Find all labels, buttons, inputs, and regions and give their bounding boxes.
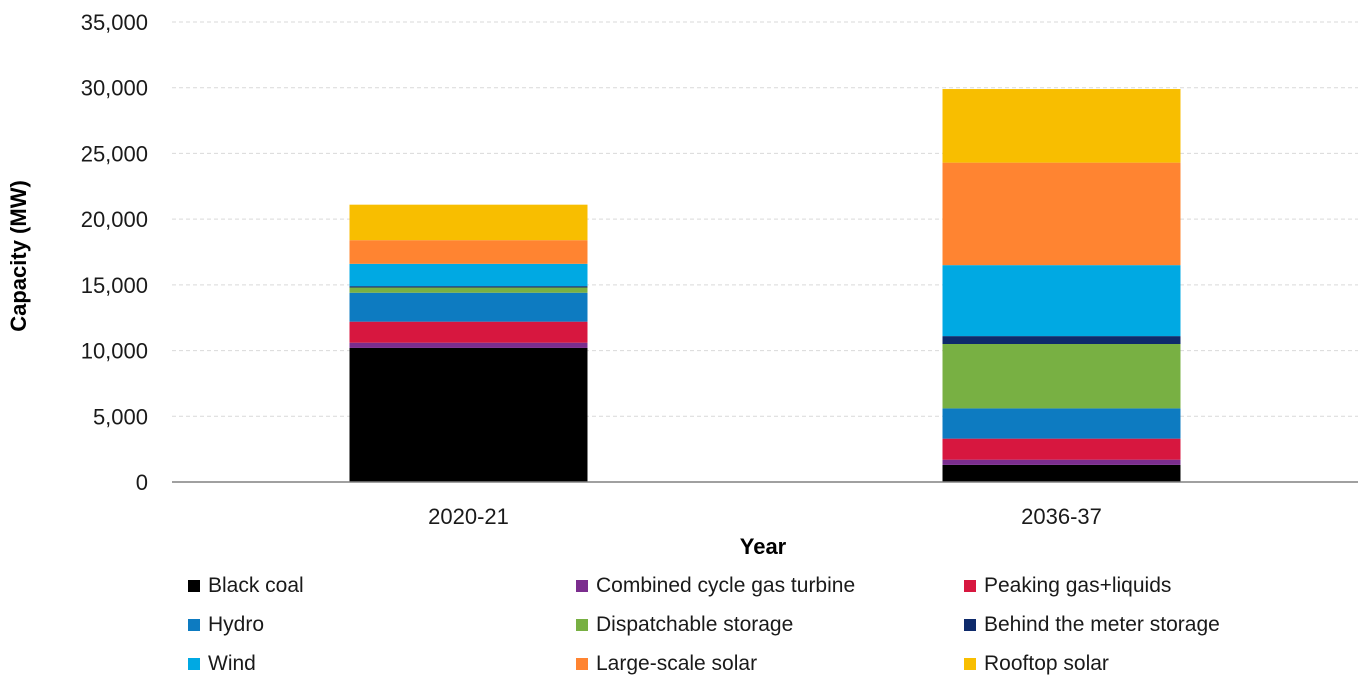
x-tick-labels: 2020-21 2036-37 xyxy=(428,504,1102,529)
legend-label: Black coal xyxy=(208,574,304,597)
bar-segment-wind-2036-37 xyxy=(942,265,1181,337)
legend-item-large-scale-solar: Large-scale solar xyxy=(576,652,757,676)
legend-item-black-coal: Black coal xyxy=(188,574,304,598)
legend-item-combined-cycle-gas-turbine: Combined cycle gas turbine xyxy=(576,574,855,598)
bar-segment-dispatchable-storage-2036-37 xyxy=(942,344,1181,409)
legend-item-wind: Wind xyxy=(188,652,256,676)
y-tick-label: 20,000 xyxy=(81,207,148,232)
x-tick-label: 2036-37 xyxy=(1021,504,1102,529)
legend-swatch xyxy=(964,580,976,592)
y-tick-label: 25,000 xyxy=(81,141,148,166)
legend-swatch xyxy=(964,619,976,631)
legend-swatch xyxy=(576,658,588,670)
bar-segment-hydro-2036-37 xyxy=(942,408,1181,439)
legend-item-peaking-gas-liquids: Peaking gas+liquids xyxy=(964,574,1171,598)
x-tick-label: 2020-21 xyxy=(428,504,509,529)
bar-segment-combined-cycle-gas-turbine-2020-21 xyxy=(349,342,588,348)
legend-label: Rooftop solar xyxy=(984,652,1109,675)
y-tick-labels: 0 5,000 10,000 15,000 20,000 25,000 30,000 35,0… xyxy=(81,10,148,495)
y-tick-label: 30,000 xyxy=(81,76,148,101)
legend-label: Large-scale solar xyxy=(596,652,758,675)
bar-segment-black-coal-2036-37 xyxy=(942,464,1181,482)
legend-label: Peaking gas+liquids xyxy=(984,574,1172,597)
bar-segment-wind-2020-21 xyxy=(349,263,588,287)
y-tick-label: 35,000 xyxy=(81,10,148,35)
legend-swatch xyxy=(576,619,588,631)
bar-segment-black-coal-2020-21 xyxy=(349,347,588,482)
legend-label: Hydro xyxy=(208,613,265,636)
bar-segment-large-scale-solar-2036-37 xyxy=(942,162,1181,266)
bar-segment-behind-the-meter-storage-2020-21 xyxy=(349,286,588,288)
legend-swatch xyxy=(576,580,588,592)
bar-segment-rooftop-solar-2020-21 xyxy=(349,204,588,241)
bar-segment-large-scale-solar-2020-21 xyxy=(349,240,588,264)
y-tick-label: 10,000 xyxy=(81,339,148,364)
bar-segment-dispatchable-storage-2020-21 xyxy=(349,287,588,293)
bars xyxy=(349,89,1181,482)
x-axis-title: Year xyxy=(740,534,787,559)
y-tick-label: 0 xyxy=(136,470,148,495)
bar-segment-rooftop-solar-2036-37 xyxy=(942,89,1181,163)
legend-label: Wind xyxy=(208,652,256,675)
legend-label: Combined cycle gas turbine xyxy=(596,574,856,597)
bar-segment-behind-the-meter-storage-2036-37 xyxy=(942,336,1181,344)
legend-label: Behind the meter storage xyxy=(984,613,1220,636)
bar-segment-hydro-2020-21 xyxy=(349,292,588,322)
legend-swatch xyxy=(188,619,200,631)
legend-swatch xyxy=(188,580,200,592)
y-axis-title: Capacity (MW) xyxy=(6,180,31,332)
legend-item-rooftop-solar: Rooftop solar xyxy=(964,652,1109,676)
bar-segment-combined-cycle-gas-turbine-2036-37 xyxy=(942,459,1181,465)
legend-item-hydro: Hydro xyxy=(188,613,264,637)
legend-swatch xyxy=(188,658,200,670)
bar-segment-peaking-gas-liquids-2020-21 xyxy=(349,321,588,343)
legend-label: Dispatchable storage xyxy=(596,613,794,636)
y-tick-label: 15,000 xyxy=(81,273,148,298)
bar-segment-peaking-gas-liquids-2036-37 xyxy=(942,438,1181,460)
legend-swatch xyxy=(964,658,976,670)
legend-item-behind-the-meter-storage: Behind the meter storage xyxy=(964,613,1220,637)
legend-item-dispatchable-storage: Dispatchable storage xyxy=(576,613,793,637)
y-tick-label: 5,000 xyxy=(93,404,148,429)
